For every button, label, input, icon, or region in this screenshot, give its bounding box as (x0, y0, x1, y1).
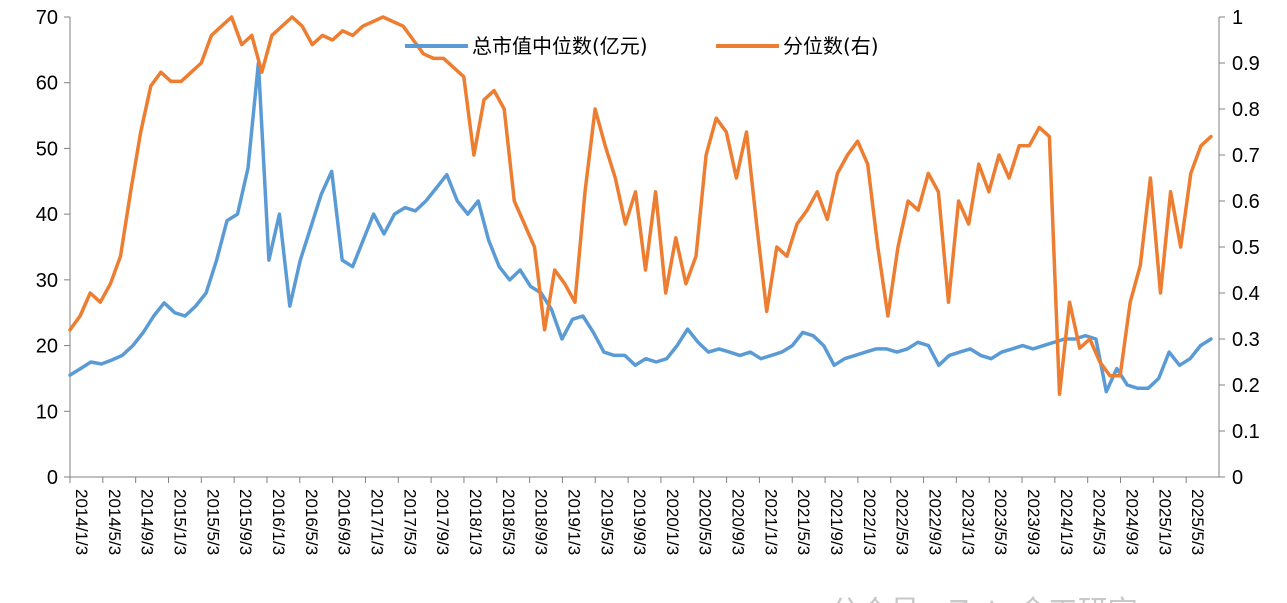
x-tick-label: 2024/5/3 (1090, 489, 1109, 555)
x-tick-label: 2023/9/3 (1024, 489, 1043, 555)
x-tick-label: 2021/5/3 (794, 489, 813, 555)
left-tick-label: 50 (36, 138, 58, 160)
legend-label-0: 总市值中位数(亿元) (472, 34, 648, 58)
x-tick-label: 2016/9/3 (335, 489, 354, 555)
left-tick-label: 0 (47, 467, 58, 489)
x-axis-ticks: 2014/1/3 2014/5/3 2014/9/3 2015/1/3 2015/5/3… (69, 477, 1207, 555)
right-tick-label: 0.9 (1232, 53, 1260, 75)
legend: 总市值中位数(亿元) 分位数(右) (405, 34, 879, 58)
x-tick-label: 2015/5/3 (203, 489, 222, 555)
legend-label-1: 分位数(右) (783, 34, 879, 58)
left-tick-label: 30 (36, 270, 58, 292)
x-tick-label: 2025/1/3 (1155, 489, 1174, 555)
right-tick-label: 0.7 (1232, 145, 1260, 167)
x-tick-label: 2016/5/3 (302, 489, 321, 555)
right-tick-label: 0.3 (1232, 329, 1260, 351)
series-layer (68, 15, 1213, 396)
x-tick-label: 2015/9/3 (236, 489, 255, 555)
x-tick-label: 2017/1/3 (367, 489, 386, 555)
x-tick-label: 2022/9/3 (926, 489, 945, 555)
x-tick-label: 2019/5/3 (597, 489, 616, 555)
x-tick-label: 2017/5/3 (400, 489, 419, 555)
x-tick-label: 2017/9/3 (433, 489, 452, 555)
left-tick-label: 40 (36, 204, 58, 226)
right-axis-ticks: 0 0.1 0.2 0.3 0.4 0.5 0.6 0.7 0.8 0.9 1 (1219, 7, 1260, 489)
x-tick-label: 2018/5/3 (499, 489, 518, 555)
right-tick-label: 0 (1232, 467, 1243, 489)
x-tick-label: 2024/1/3 (1057, 489, 1076, 555)
x-tick-label: 2014/1/3 (72, 489, 91, 555)
left-tick-label: 20 (36, 336, 58, 358)
series-line-1 (68, 15, 1213, 396)
x-tick-label: 2023/1/3 (958, 489, 977, 555)
x-tick-label: 2021/9/3 (827, 489, 846, 555)
x-tick-label: 2022/1/3 (860, 489, 879, 555)
x-tick-label: 2023/5/3 (991, 489, 1010, 555)
left-tick-label: 70 (36, 7, 58, 29)
x-tick-label: 2024/9/3 (1123, 489, 1142, 555)
right-tick-label: 0.1 (1232, 421, 1260, 443)
right-tick-label: 0.6 (1232, 191, 1260, 213)
axes (69, 17, 1220, 478)
x-tick-label: 2022/5/3 (893, 489, 912, 555)
watermark: 公众号 · Zeta金工研究 (830, 595, 1138, 603)
x-tick-label: 2018/1/3 (466, 489, 485, 555)
left-axis-ticks: 0 10 20 30 40 50 60 70 (36, 7, 70, 489)
x-tick-label: 2020/9/3 (729, 489, 748, 555)
x-tick-label: 2014/5/3 (105, 489, 124, 555)
series-line-0 (68, 61, 1213, 394)
x-tick-label: 2018/9/3 (532, 489, 551, 555)
x-tick-label: 2025/5/3 (1188, 489, 1207, 555)
left-tick-label: 60 (36, 73, 58, 95)
x-tick-label: 2015/1/3 (170, 489, 189, 555)
x-tick-label: 2021/1/3 (761, 489, 780, 555)
right-tick-label: 0.5 (1232, 237, 1260, 259)
x-tick-label: 2020/1/3 (663, 489, 682, 555)
right-tick-label: 1 (1232, 7, 1243, 29)
right-tick-label: 0.8 (1232, 99, 1260, 121)
x-tick-label: 2019/1/3 (564, 489, 583, 555)
x-tick-label: 2014/9/3 (138, 489, 157, 555)
right-tick-label: 0.2 (1232, 375, 1260, 397)
x-tick-label: 2016/1/3 (269, 489, 288, 555)
right-tick-label: 0.4 (1232, 283, 1260, 305)
x-tick-label: 2020/5/3 (696, 489, 715, 555)
left-tick-label: 10 (36, 401, 58, 423)
x-tick-label: 2019/9/3 (630, 489, 649, 555)
